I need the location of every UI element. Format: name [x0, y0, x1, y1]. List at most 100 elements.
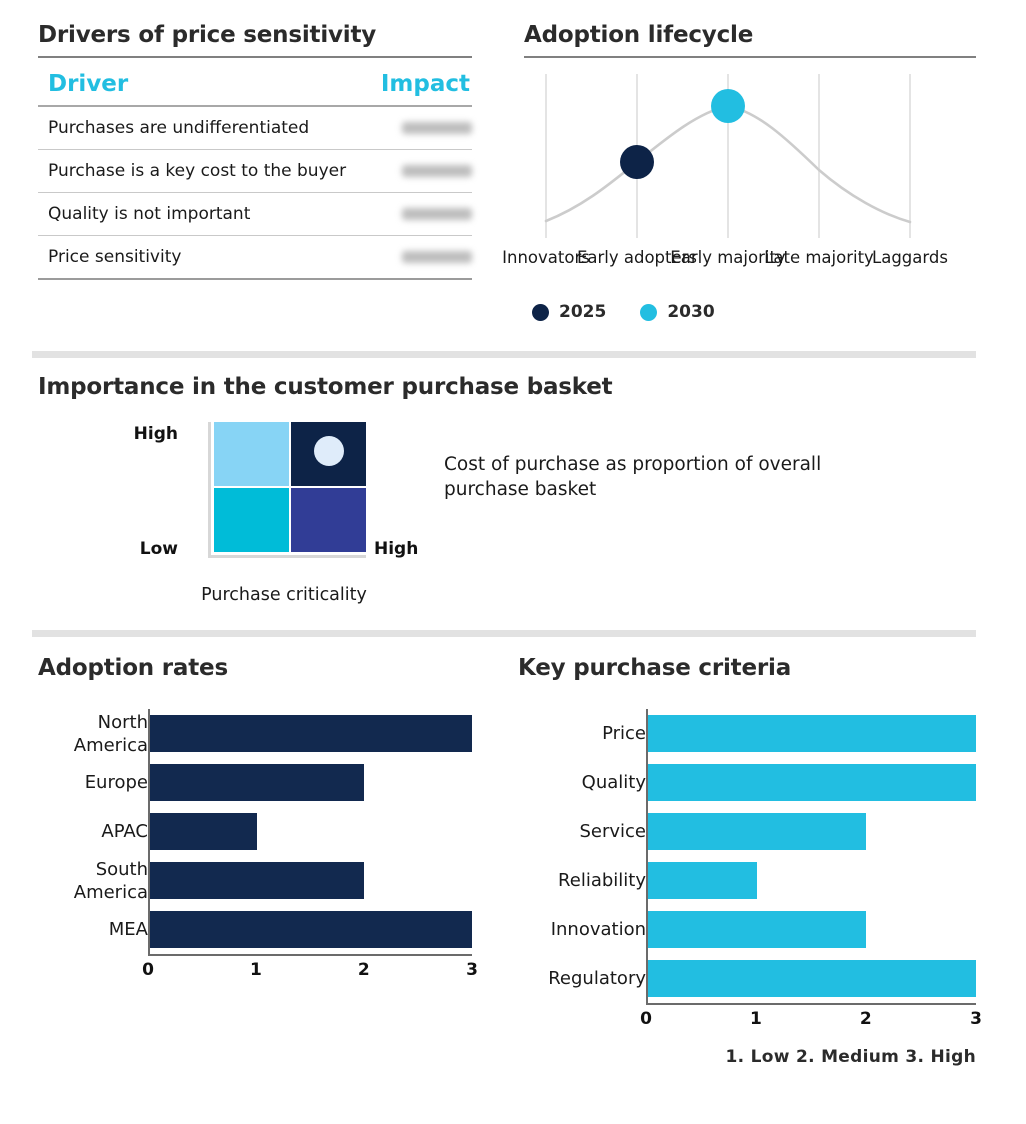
bar-track	[148, 807, 472, 856]
bar-fill[interactable]	[150, 715, 472, 752]
bar-label: Europe	[84, 772, 148, 793]
panel-title-adoption-rates: Adoption rates	[38, 655, 228, 681]
x-tick-early-majority: Early majority	[670, 248, 786, 267]
adoption-rates-panel: Adoption rates North America Europe APAC	[38, 655, 478, 982]
matrix-grid	[208, 422, 366, 558]
x-tick-1: 1	[749, 1009, 762, 1029]
panel-title-lifecycle: Adoption lifecycle	[524, 22, 754, 48]
cell-driver: Price sensitivity	[38, 235, 340, 280]
bar-track	[646, 905, 976, 954]
redacted-value	[402, 122, 472, 134]
bar-fill[interactable]	[648, 911, 867, 948]
legend-label: 2030	[667, 302, 715, 322]
bar-fill[interactable]	[150, 764, 365, 801]
bar-label: Reliability	[558, 870, 646, 891]
x-tick-innovators: Innovators	[502, 248, 590, 267]
bar-fill[interactable]	[648, 764, 976, 801]
bar-row: Europe	[38, 758, 472, 807]
bar-row: Regulatory	[518, 954, 976, 1003]
marker-2030[interactable]	[711, 89, 745, 123]
bar-label: MEA	[108, 919, 148, 940]
bar-track	[148, 905, 472, 954]
bar-row: Reliability	[518, 856, 976, 905]
bar-label: APAC	[101, 821, 148, 842]
title-underline	[524, 56, 976, 58]
quadrant-bottom-right[interactable]	[291, 488, 366, 552]
scale-legend-note: 1. Low 2. Medium 3. High	[725, 1047, 976, 1067]
x-tick-0: 0	[640, 1009, 652, 1029]
bar-fill[interactable]	[648, 715, 976, 752]
bar-row: North America	[38, 709, 472, 758]
bar-row: South America	[38, 856, 472, 905]
bar-fill[interactable]	[648, 862, 758, 899]
lifecycle-x-axis-labels: Innovators Early adopters Early majority…	[502, 248, 976, 294]
quadrant-top-right[interactable]	[291, 422, 366, 486]
bar-fill[interactable]	[150, 911, 472, 948]
bar-row: Quality	[518, 758, 976, 807]
cell-impact	[340, 149, 472, 193]
redacted-value	[402, 165, 472, 177]
bar-track	[148, 709, 472, 758]
matrix-y-label-high: High	[133, 424, 178, 444]
bar-row: Service	[518, 807, 976, 856]
bar-fill[interactable]	[648, 960, 976, 997]
panel-title-drivers: Drivers of price sensitivity	[38, 22, 377, 48]
bar-track	[646, 807, 976, 856]
section-divider-top	[32, 351, 976, 358]
importance-matrix: High Low High Purchase criticality Cost …	[38, 422, 976, 622]
bar-fill[interactable]	[150, 813, 258, 850]
marker-2025[interactable]	[620, 145, 654, 179]
legend-dot-icon	[532, 303, 549, 321]
redacted-value	[402, 251, 472, 263]
x-tick-2: 2	[859, 1009, 872, 1029]
cell-driver: Purchase is a key cost to the buyer	[38, 149, 346, 193]
table-row: Purchases are undifferentiated	[38, 106, 472, 150]
x-tick-3: 3	[970, 1009, 982, 1029]
cell-impact	[340, 106, 472, 150]
table-row: Price sensitivity	[38, 235, 472, 280]
key-purchase-criteria-panel: Key purchase criteria Price Quality Serv…	[518, 655, 982, 1067]
lifecycle-svg	[544, 74, 912, 238]
panel-title-criteria: Key purchase criteria	[518, 655, 792, 681]
bar-label: Regulatory	[548, 968, 646, 989]
bar-track	[646, 856, 976, 905]
legend-dot-icon	[640, 303, 658, 321]
column-header-impact: Impact	[340, 68, 472, 107]
quadrant-top-left[interactable]	[214, 422, 289, 486]
bar-fill[interactable]	[150, 862, 365, 899]
matrix-y-label-low: Low	[139, 539, 178, 559]
table-row: Purchase is a key cost to the buyer	[38, 149, 472, 193]
bar-label: Quality	[581, 772, 646, 793]
bar-track	[646, 758, 976, 807]
bar-fill[interactable]	[648, 813, 867, 850]
bar-label: Price	[602, 723, 646, 744]
x-tick-2: 2	[357, 960, 370, 980]
legend-label: 2025	[559, 302, 607, 322]
title-underline	[38, 56, 472, 58]
lifecycle-chart	[524, 66, 976, 246]
bar-track	[148, 758, 472, 807]
bar-label: Innovation	[550, 919, 646, 940]
x-tick-late-majority: Late majority	[764, 248, 874, 267]
purchase-basket-panel: Importance in the customer purchase bask…	[38, 374, 976, 622]
x-axis-line	[148, 954, 472, 956]
bar-row: Innovation	[518, 905, 976, 954]
bar-row: Price	[518, 709, 976, 758]
bar-track	[148, 856, 472, 905]
table-header-row: Driver Impact	[38, 68, 472, 107]
legend-item-2030[interactable]: 2030	[640, 302, 715, 322]
bar-label: South America	[73, 858, 148, 903]
x-tick-3: 3	[466, 960, 478, 980]
quadrant-bottom-left[interactable]	[214, 488, 289, 552]
bar-row: APAC	[38, 807, 472, 856]
adoption-lifecycle-panel: Adoption lifecycle Innovators Early adop…	[502, 22, 976, 322]
x-tick-1: 1	[249, 960, 262, 980]
table-row: Quality is not important	[38, 192, 472, 236]
bar-row: MEA	[38, 905, 472, 954]
bar-track	[646, 709, 976, 758]
lifecycle-legend: 2025 2030	[532, 302, 976, 322]
x-axis-container: 0 1 2 3	[38, 954, 478, 982]
legend-item-2025[interactable]: 2025	[532, 302, 606, 322]
cell-impact	[340, 192, 472, 236]
